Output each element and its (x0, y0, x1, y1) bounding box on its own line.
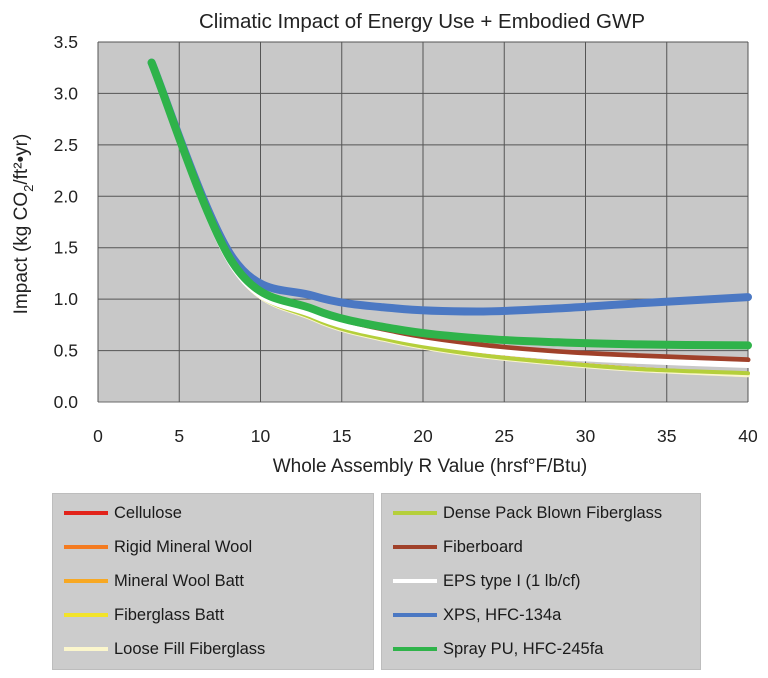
legend-item: Rigid Mineral Wool (64, 537, 252, 557)
legend-item: Dense Pack Blown Fiberglass (393, 503, 662, 523)
x-axis-ticks: 0 5 10 15 20 25 30 35 40 (93, 426, 758, 446)
legend-item: Fiberboard (393, 537, 523, 557)
grid-lines (97, 41, 749, 403)
x-tick-label: 30 (576, 426, 596, 446)
legend-item: Mineral Wool Batt (64, 571, 244, 591)
y-tick-label: 0.5 (54, 341, 78, 361)
legend-item: Cellulose (64, 503, 182, 523)
legend-swatch (64, 511, 108, 515)
chart-title: Climatic Impact of Energy Use + Embodied… (199, 10, 645, 33)
y-label-part-2: /ft²•yr) (11, 134, 32, 185)
x-tick-label: 0 (93, 426, 103, 446)
y-tick-label: 3.5 (54, 32, 78, 52)
legend-label: Mineral Wool Batt (114, 571, 244, 590)
y-tick-label: 2.0 (54, 186, 79, 206)
legend-item: XPS, HFC-134a (393, 605, 561, 625)
legend-item: Loose Fill Fiberglass (64, 639, 265, 659)
y-axis-ticks: 0.0 0.5 1.0 1.5 2.0 2.5 3.0 3.5 (54, 32, 79, 412)
legend-swatch (393, 511, 437, 515)
x-tick-label: 40 (738, 426, 758, 446)
legend-swatch (64, 647, 108, 651)
legend-label: Fiberboard (443, 537, 523, 556)
y-tick-label: 3.0 (54, 83, 79, 103)
legend-label: Loose Fill Fiberglass (114, 639, 266, 658)
x-tick-label: 5 (174, 426, 184, 446)
legend-swatch (64, 579, 108, 583)
y-axis-label: Impact (kg CO2/ft²•yr) (11, 134, 36, 315)
legend-swatch (64, 613, 108, 617)
x-tick-label: 20 (413, 426, 433, 446)
x-tick-label: 25 (495, 426, 514, 446)
x-tick-label: 15 (332, 426, 351, 446)
legend-item: EPS type I (1 lb/cf) (393, 571, 581, 591)
legend-swatch (393, 647, 437, 651)
series-lines (147, 58, 752, 378)
legend-label: XPS, HFC-134a (443, 605, 562, 624)
legend-label: Cellulose (114, 503, 182, 522)
x-tick-label: 10 (251, 426, 271, 446)
y-tick-label: 0.0 (54, 392, 79, 412)
legend-item: Fiberglass Batt (64, 605, 224, 625)
y-label-subscript: 2 (21, 185, 36, 192)
legend-label: Rigid Mineral Wool (114, 537, 253, 556)
legend-swatch (393, 579, 437, 583)
legend-label: Spray PU, HFC-245fa (443, 639, 604, 658)
y-tick-label: 1.0 (54, 289, 79, 309)
legend-swatch (64, 545, 108, 549)
legend-label: Fiberglass Batt (114, 605, 225, 624)
legend-label: Dense Pack Blown Fiberglass (443, 503, 663, 522)
chart: Climatic Impact of Energy Use + Embodied… (11, 10, 758, 477)
y-label-part-1: Impact (kg CO (11, 192, 32, 314)
y-tick-label: 1.5 (54, 238, 78, 258)
y-tick-label: 2.5 (54, 135, 78, 155)
series-line-spray-pu-hfc-245fa (147, 58, 752, 350)
legend-item: Spray PU, HFC-245fa (393, 639, 603, 659)
legend-swatch (393, 545, 437, 549)
legend-swatch (393, 613, 437, 617)
legend-label: EPS type I (1 lb/cf) (443, 571, 581, 590)
x-axis-label: Whole Assembly R Value (hrsf°F/Btu) (273, 456, 588, 477)
x-tick-label: 35 (657, 426, 676, 446)
